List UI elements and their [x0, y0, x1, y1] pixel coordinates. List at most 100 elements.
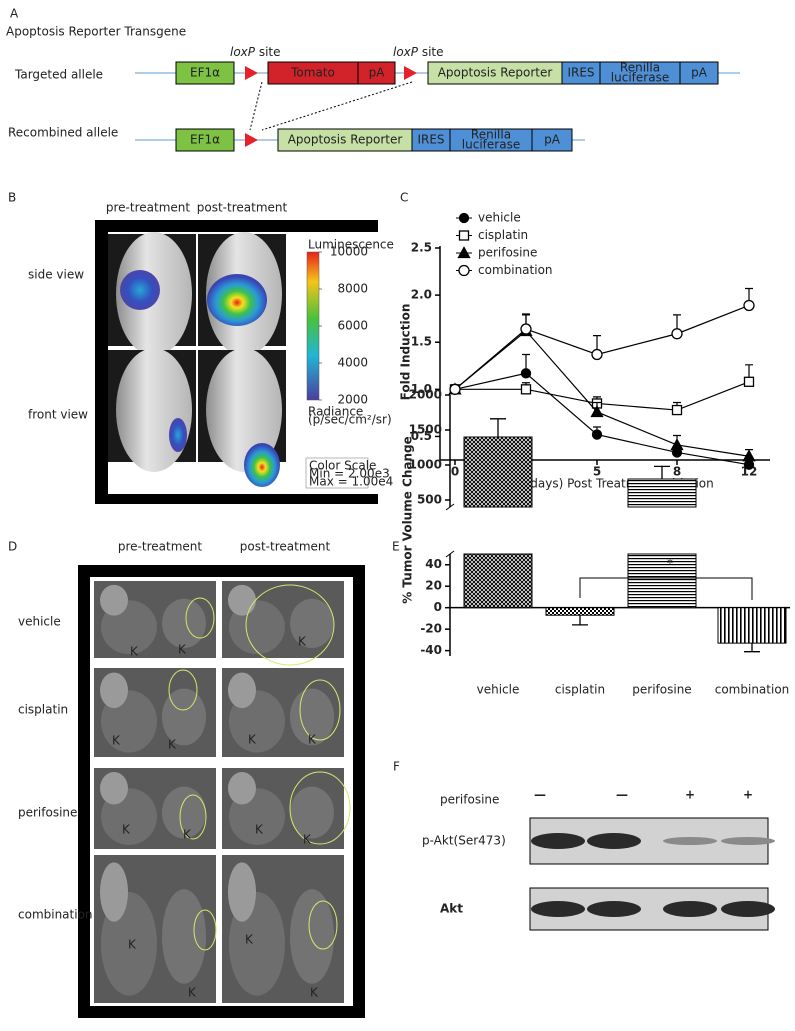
kidney-label: K — [310, 986, 319, 1000]
kidney-label: K — [298, 635, 307, 649]
legend-label: cisplatin — [478, 228, 528, 242]
radiance-unit: (p/sec/cm²/sr) — [308, 413, 392, 427]
y-axis-label: Fold Induction — [399, 304, 413, 401]
column-header: pre-treatment — [118, 540, 202, 554]
signal — [169, 418, 187, 452]
kidney-label: K — [112, 734, 121, 748]
x-tick-label: cisplatin — [555, 683, 605, 697]
construct-label: Renilla — [471, 128, 511, 142]
mouse-body — [116, 348, 192, 472]
band-label: Akt — [440, 902, 463, 916]
kidney-label: K — [303, 833, 312, 847]
data-point — [670, 438, 684, 451]
mri-bright — [100, 862, 128, 922]
data-point — [671, 328, 683, 340]
y-tick-label: 2000 — [409, 388, 442, 402]
kidney-label: K — [128, 938, 137, 952]
construct-label: Apoptosis Reporter — [288, 133, 403, 147]
panel-letter: F — [393, 760, 400, 774]
row-label: cisplatin — [18, 703, 68, 717]
y-tick-label: 0 — [434, 600, 442, 614]
mri-organ — [290, 786, 334, 839]
mri-organ — [290, 889, 334, 984]
axis-break — [445, 550, 455, 558]
construct-label: Renilla — [620, 61, 660, 75]
data-point — [742, 449, 756, 462]
blot-band — [721, 901, 775, 917]
row-label: side view — [28, 268, 84, 282]
tumor-outline — [299, 679, 341, 741]
column-header: pre-treatment — [106, 201, 190, 215]
y-tick-label: 1.5 — [411, 335, 432, 349]
mri-bright — [100, 584, 128, 616]
bar — [463, 436, 533, 508]
signal — [120, 270, 160, 310]
bar — [463, 553, 533, 609]
construct-label: pA — [691, 66, 708, 80]
treatment-label: perifosine — [440, 793, 499, 807]
scale-tick-label: 6000 — [337, 319, 368, 333]
column-header: post-treatment — [197, 201, 288, 215]
series-line — [454, 304, 750, 390]
panel-letter: E — [392, 540, 400, 554]
construct-box — [531, 128, 573, 152]
loxp-triangle — [404, 66, 417, 80]
data-point — [591, 429, 603, 440]
y-tick-label: 1000 — [409, 458, 442, 472]
data-point — [449, 383, 461, 395]
panel-letter: A — [10, 7, 19, 21]
x-tick-label: 12 — [741, 465, 758, 479]
mri-organ — [162, 598, 206, 648]
blot-band — [531, 901, 585, 917]
y-tick-label: 1.0 — [411, 382, 432, 396]
data-point — [520, 384, 532, 395]
kidney-label: K — [183, 828, 192, 842]
mouse-body — [206, 348, 282, 472]
data-point — [520, 368, 532, 379]
x-tick-label: 8 — [673, 465, 681, 479]
error-bar — [744, 643, 760, 653]
loxp-label: loxP site — [393, 45, 444, 59]
column-header: post-treatment — [240, 540, 331, 554]
scale-info: Max = 1.00e4 — [309, 475, 393, 489]
mri-organ — [162, 688, 206, 746]
x-tick-label: 0 — [451, 465, 459, 479]
construct-label: Apoptosis Reporter — [438, 66, 553, 80]
mri-bright — [228, 772, 256, 805]
construct-box — [175, 128, 235, 152]
data-point — [743, 459, 755, 470]
loxp-label: loxP site — [230, 45, 281, 59]
construct-label: IRES — [567, 66, 594, 80]
error-bar — [572, 615, 588, 626]
construct-label: Tomato — [290, 66, 335, 80]
legend-label: combination — [478, 263, 553, 277]
x-tick-label: combination — [715, 683, 790, 697]
band-label: p-Akt(Ser473) — [422, 834, 506, 848]
kidney-label: K — [188, 986, 197, 1000]
construct-label: EF1α — [190, 66, 220, 80]
signal — [244, 443, 280, 487]
bar — [627, 478, 697, 508]
construct-box — [357, 61, 396, 85]
lane-sign: + — [685, 788, 695, 802]
mri-organ — [290, 598, 334, 648]
data-point — [671, 404, 683, 416]
axis-break — [445, 503, 455, 511]
construct-box — [175, 61, 235, 85]
kidney-label: K — [248, 733, 257, 747]
row-label: front view — [28, 408, 88, 422]
kidney-label: K — [168, 738, 177, 752]
scale-info: Min = 2.00e3 — [309, 467, 390, 481]
legend-marker — [457, 246, 471, 259]
legend-marker — [458, 212, 470, 224]
x-tick-label: 5 — [593, 465, 601, 479]
loxp-site: site — [418, 45, 444, 59]
y-tick-label: 2.0 — [411, 288, 432, 302]
lane-sign: + — [743, 788, 753, 802]
tumor-outline — [185, 597, 215, 639]
loxp-name: loxP — [230, 45, 256, 59]
data-point — [743, 376, 755, 387]
loxp-triangle — [245, 133, 258, 147]
blot-band — [663, 837, 717, 845]
scale-title: Luminescence — [308, 238, 394, 252]
